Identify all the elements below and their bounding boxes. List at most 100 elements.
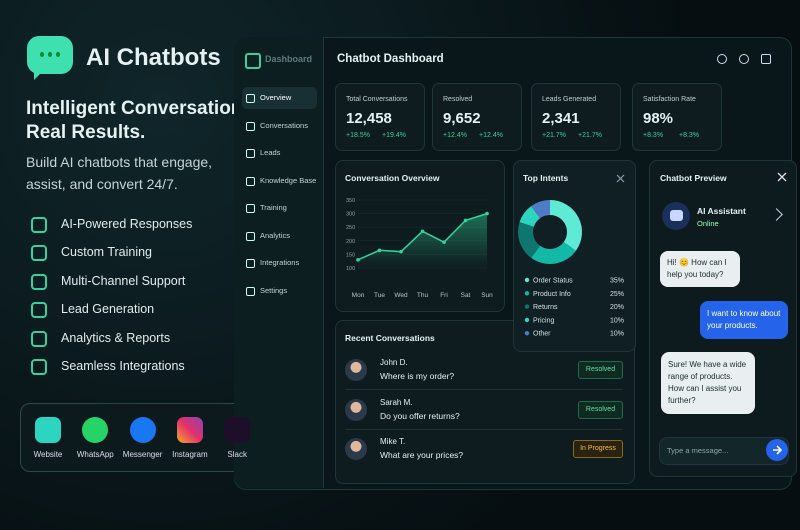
bot-name: AI Assistant [697,206,746,216]
x-tick-label: Thu [417,292,429,299]
icon-notification[interactable] [717,54,727,64]
y-tick-label: 350 [346,198,355,204]
nav-icon[interactable] [246,232,255,241]
legend-dot [524,291,530,296]
stat-change: +21.7% [542,132,566,139]
close-icon[interactable] [616,174,625,183]
donut-slice [518,222,541,258]
nav-item[interactable]: Conversations [260,121,308,130]
feature-icon [31,245,47,261]
donut-slice [531,241,576,264]
contact-message: Do you offer returns? [380,411,460,421]
nav-item[interactable]: Leads [260,148,281,157]
nav-icon[interactable] [246,149,255,158]
nav-icon[interactable] [246,287,255,296]
area [358,213,487,268]
channel-icon[interactable] [82,417,109,443]
feature-label: Lead Generation [61,302,155,316]
channel-label: Instagram [172,450,208,459]
nav-item[interactable]: Training [260,203,287,212]
legend-label: Product Info [533,291,571,298]
input-placeholder: Type a message... [667,446,729,455]
channel-label: Messenger [122,450,163,459]
stat-change: +8.3% [643,132,664,139]
point [420,229,425,234]
legend-label: Returns [533,304,558,311]
y-tick-label: 250 [346,225,355,231]
point [463,218,468,223]
nav-active [242,87,317,109]
channel-icon[interactable] [224,417,251,443]
channel-label: WhatsApp [76,450,114,459]
legend-value: 35% [610,278,624,285]
nav-icon[interactable] [246,94,255,103]
nav-item[interactable]: Analytics [260,231,291,240]
close-icon[interactable] [777,172,787,185]
legend-value: 20% [610,304,624,311]
feature-icon [31,274,47,290]
channel-icon[interactable] [176,417,203,443]
point [485,211,489,216]
nav-icon[interactable] [246,122,255,131]
stat-change: +18.5% [346,132,370,139]
feature-icon [31,302,47,318]
logo-tail [34,72,42,80]
nav-item[interactable]: Integrations [260,258,300,267]
nav-item[interactable]: Settings [260,286,288,295]
y-tick-label: 300 [346,212,355,218]
user-message: I want to know about your products. [700,301,788,339]
feature-icon [31,331,47,347]
legend-dot [524,317,530,323]
nav-item[interactable]: Knowledge Base [260,176,317,185]
bot-message: Sure! We have a wide range of products. … [661,352,755,414]
subtitle: Build AI chatbots that engage, [26,154,213,170]
divider [345,389,623,390]
preview-title: Chatbot Preview [660,173,727,183]
channel-icon[interactable] [35,417,61,443]
contact-message: Where is my order? [380,371,455,381]
chart-title: Top Intents [523,173,568,183]
channel-label: Website [33,450,63,459]
y-tick-label: 100 [346,266,355,272]
nav-item[interactable]: Overview [260,93,292,102]
x-tick-label: Sat [461,292,471,299]
feature-label: AI-Powered Responses [61,217,193,231]
stat-value: 98% [643,110,674,127]
legend-label: Order Status [533,278,573,285]
headline: Intelligent Conversations. [26,98,259,119]
subtitle: assist, and convert 24/7. [26,176,178,192]
feature-icon [31,217,47,233]
x-tick-label: Fri [440,292,448,299]
stat-value: 9,652 [443,110,481,127]
legend-value: 10% [610,331,624,338]
feature-icon [31,359,47,375]
bot-avatar [662,202,690,230]
channel-label: Slack [227,450,247,459]
stat-change: +8.3% [679,132,700,139]
bot-status: Online [697,219,719,228]
sidebar-title: Dashboard [265,54,313,64]
x-tick-label: Wed [394,292,408,299]
icon-logout[interactable] [761,54,771,64]
donut-slice [519,206,541,227]
nav-icon[interactable] [246,259,255,268]
point [399,249,403,254]
send-button[interactable] [766,439,788,461]
stat-label: Satisfaction Rate [643,96,696,103]
channel-icon[interactable] [129,417,156,443]
stat-label: Resolved [443,96,473,103]
headline: Real Results. [26,122,146,143]
contact-name: Sarah M. [380,398,413,407]
nav-icon[interactable] [246,177,255,186]
x-tick-label: Sun [481,292,493,299]
stat-change: +21.7% [578,132,602,139]
recent-title: Recent Conversations [345,333,435,343]
logo-dots [40,52,60,58]
icon-settings[interactable] [739,54,749,64]
avatar [345,438,367,460]
stat-card [432,83,522,151]
legend-dot [524,331,530,336]
nav-icon[interactable] [246,204,255,213]
stat-label: Leads Generated [542,96,597,103]
